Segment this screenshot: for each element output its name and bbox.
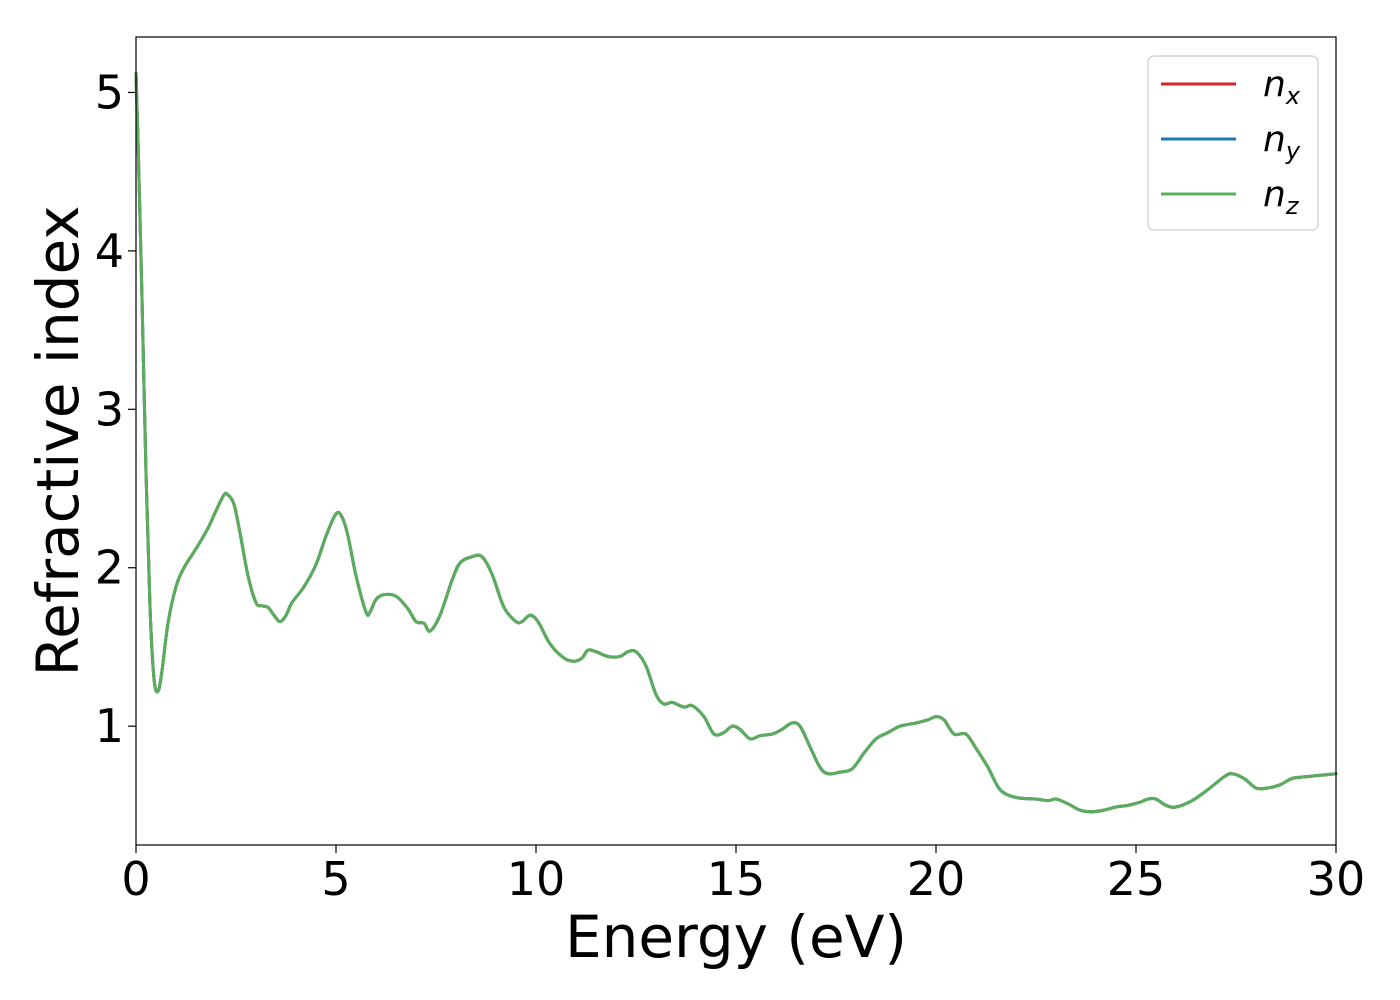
x-tick-label: 0: [121, 852, 150, 906]
series-line-z: [134, 71, 1338, 814]
x-tick-label: 25: [1107, 852, 1166, 906]
legend-label-z: nz: [1263, 174, 1300, 220]
y-tick-label: 3: [95, 382, 124, 436]
legend-label-base: n: [1263, 64, 1286, 105]
plot-frame: [135, 36, 1337, 846]
legend-label-subscript: y: [1285, 137, 1301, 165]
legend-label-subscript: z: [1285, 192, 1300, 220]
series-layer: [134, 71, 1338, 814]
legend-frame: [1147, 55, 1319, 231]
legend-label-base: n: [1263, 119, 1286, 160]
x-axis-ticks: 0 5 10 15 20 25 30: [121, 845, 1365, 906]
x-axis-title: Energy (eV): [565, 903, 907, 971]
x-tick-label: 10: [507, 852, 566, 906]
y-tick-label: 1: [95, 699, 124, 753]
y-tick-label: 5: [95, 65, 124, 119]
x-tick-label: 15: [707, 852, 766, 906]
legend-label-subscript: x: [1285, 82, 1301, 110]
legend-label-y: ny: [1263, 119, 1301, 165]
y-tick-label: 2: [95, 541, 124, 595]
y-axis-ticks: 1 2 3 4 5: [95, 65, 136, 753]
x-tick-label: 30: [1307, 852, 1366, 906]
y-axis-title: Refractive index: [24, 205, 92, 676]
legend-label-x: nx: [1263, 64, 1301, 110]
legend-label-base: n: [1263, 174, 1286, 215]
x-tick-label: 20: [907, 852, 966, 906]
x-tick-label: 5: [321, 852, 350, 906]
y-tick-label: 4: [95, 224, 124, 278]
